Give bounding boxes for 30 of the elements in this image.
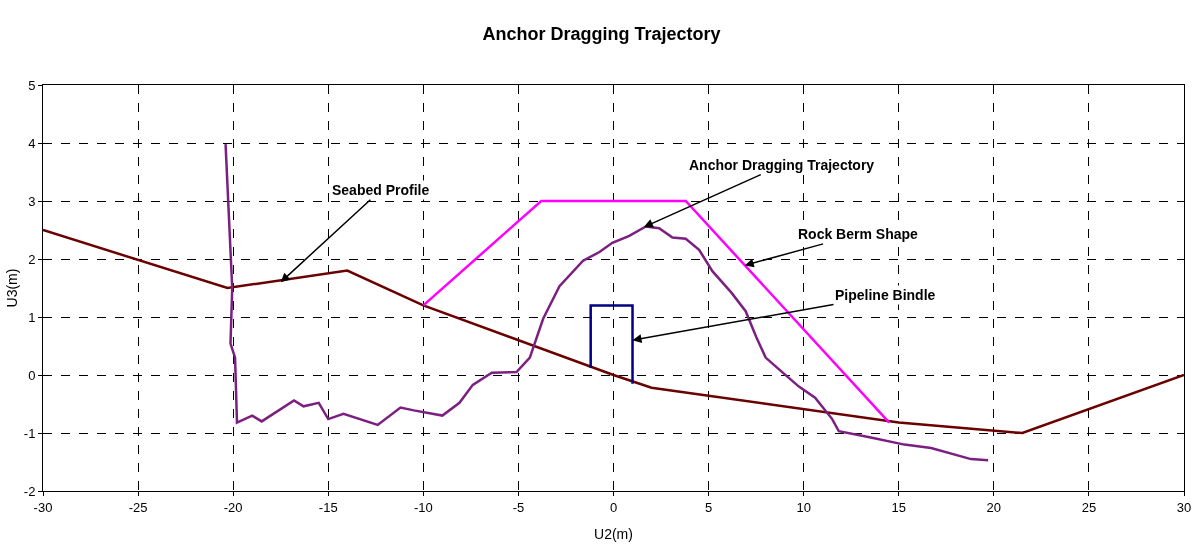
annotation: Rock Berm Shape — [798, 226, 919, 242]
x-tick-label: 20 — [986, 499, 1002, 515]
annotation: Seabed Profile — [332, 182, 430, 198]
x-tick-label: 15 — [891, 499, 906, 515]
x-tick-label: -5 — [512, 499, 525, 515]
x-tick-label: -30 — [33, 499, 53, 515]
line-series — [43, 228, 1184, 435]
y-tick-label: -1 — [23, 425, 36, 441]
x-axis-title: U2(m) — [594, 525, 633, 542]
y-tick-label: 4 — [28, 135, 36, 151]
x-tick-label: 5 — [704, 499, 713, 515]
x-tick-label: 10 — [796, 499, 811, 515]
x-tick-label: -15 — [318, 499, 338, 515]
x-tick-label: 30 — [1176, 499, 1192, 515]
x-tick-label: -25 — [128, 499, 148, 515]
y-tick-label: 1 — [28, 309, 36, 325]
y-tick-label: 0 — [28, 367, 36, 383]
y-tick-label: 3 — [28, 193, 36, 209]
y-tick-label: 2 — [28, 251, 36, 267]
x-tick-label: 25 — [1081, 499, 1097, 515]
annotation: Pipeline Bindle — [835, 287, 936, 303]
line-series — [224, 142, 990, 462]
annotation: Anchor Dragging Trajectory — [689, 157, 875, 173]
chart-title: Anchor Dragging Trajectory — [482, 24, 721, 45]
x-tick-label: 0 — [609, 499, 618, 515]
x-tick-label: -20 — [223, 499, 243, 515]
y-tick-label: 5 — [28, 77, 36, 93]
y-axis-title: U3(m) — [4, 268, 21, 308]
x-tick-label: -10 — [413, 499, 433, 515]
y-tick-label: -2 — [23, 483, 36, 499]
